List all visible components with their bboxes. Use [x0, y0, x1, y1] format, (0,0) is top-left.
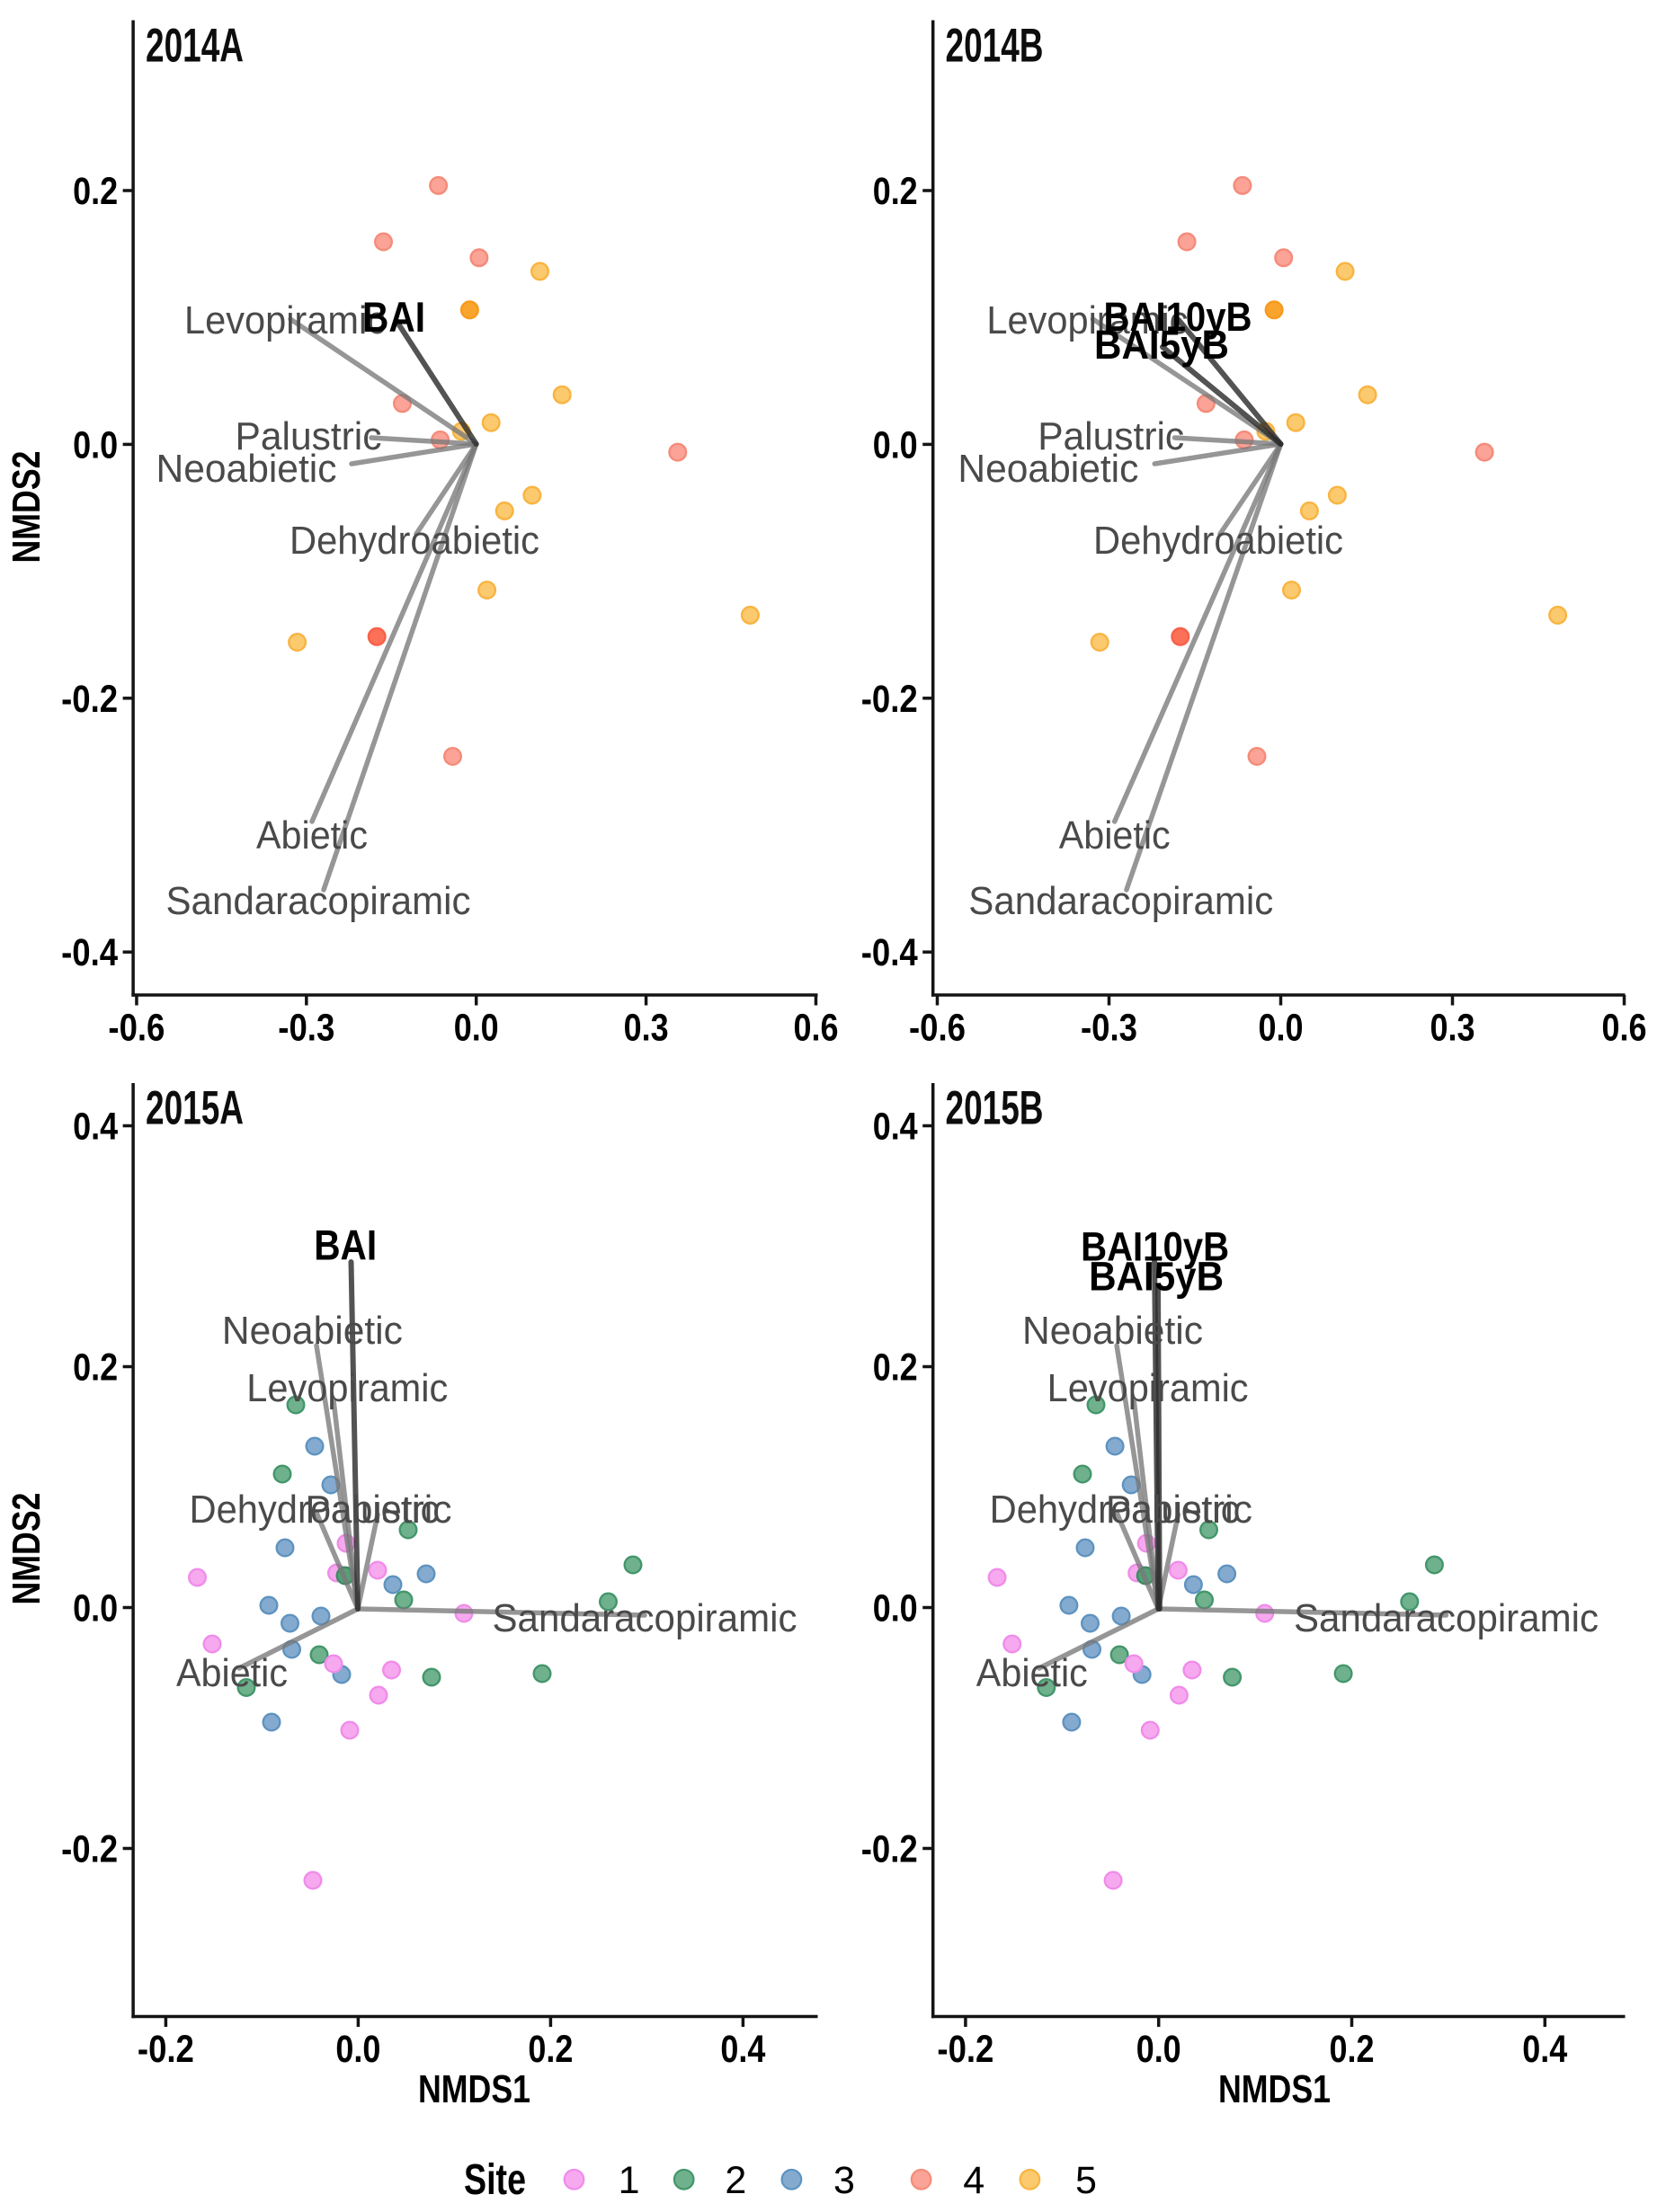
svg-text:NMDS2: NMDS2: [4, 451, 49, 564]
svg-text:-0.6: -0.6: [909, 1008, 966, 1050]
svg-text:Sandaracopiramic: Sandaracopiramic: [166, 879, 471, 923]
svg-text:Levopiramic: Levopiramic: [986, 298, 1188, 342]
svg-text:2015B: 2015B: [946, 1082, 1044, 1135]
svg-text:-0.2: -0.2: [861, 1829, 918, 1871]
svg-text:-0.2: -0.2: [861, 679, 918, 721]
svg-text:0.4: 0.4: [1522, 2029, 1567, 2071]
svg-text:BAI10yB: BAI10yB: [1081, 1224, 1229, 1270]
svg-text:0.0: 0.0: [1136, 2029, 1181, 2071]
svg-text:0.2: 0.2: [73, 1347, 118, 1390]
svg-text:BAI: BAI: [362, 293, 425, 341]
svg-text:Dehydroabietic: Dehydroabietic: [990, 1488, 1240, 1532]
svg-text:BAI10yB: BAI10yB: [1104, 294, 1252, 340]
svg-text:-0.4: -0.4: [861, 932, 918, 974]
svg-text:-0.3: -0.3: [278, 1008, 334, 1050]
svg-text:Sandaracopiramic: Sandaracopiramic: [1294, 1596, 1599, 1640]
svg-text:0.6: 0.6: [1602, 1008, 1647, 1050]
svg-text:0.2: 0.2: [873, 171, 918, 213]
svg-text:0.0: 0.0: [873, 1588, 918, 1630]
svg-text:-0.2: -0.2: [937, 2029, 993, 2071]
svg-text:5: 5: [1075, 2159, 1097, 2202]
svg-text:Neoabietic: Neoabietic: [222, 1309, 403, 1353]
svg-text:0.2: 0.2: [528, 2029, 573, 2071]
svg-text:Levopiramic: Levopiramic: [246, 1366, 448, 1410]
svg-text:Abietic: Abietic: [256, 813, 368, 857]
svg-text:0.2: 0.2: [73, 171, 118, 213]
svg-text:0.2: 0.2: [873, 1347, 918, 1390]
svg-text:Palustric: Palustric: [1038, 414, 1184, 458]
svg-text:1: 1: [619, 2159, 640, 2202]
svg-text:Neoabietic: Neoabietic: [958, 447, 1138, 491]
svg-text:0.3: 0.3: [1430, 1008, 1475, 1050]
svg-text:Abietic: Abietic: [1059, 813, 1171, 857]
svg-text:Sandaracopiramic: Sandaracopiramic: [968, 879, 1273, 923]
svg-text:0.0: 0.0: [1259, 1008, 1304, 1050]
svg-text:-0.6: -0.6: [108, 1008, 165, 1050]
svg-text:0.2: 0.2: [1330, 2029, 1375, 2071]
svg-text:Dehydroabietic: Dehydroabietic: [190, 1488, 440, 1532]
svg-text:Sandaracopiramic: Sandaracopiramic: [493, 1596, 797, 1640]
svg-text:Abietic: Abietic: [976, 1651, 1088, 1695]
svg-text:2015A: 2015A: [146, 1082, 244, 1135]
svg-text:BAI5yB: BAI5yB: [1089, 1253, 1224, 1299]
svg-text:Neoabietic: Neoabietic: [1022, 1309, 1203, 1353]
svg-text:0.0: 0.0: [73, 1588, 118, 1630]
svg-text:0.0: 0.0: [873, 424, 918, 466]
svg-text:Abietic: Abietic: [176, 1651, 288, 1695]
svg-text:Levopiramic: Levopiramic: [184, 298, 386, 342]
svg-text:4: 4: [963, 2159, 984, 2202]
svg-text:-0.2: -0.2: [61, 679, 118, 721]
svg-text:0.0: 0.0: [454, 1008, 499, 1050]
svg-text:Palustric: Palustric: [236, 414, 382, 458]
svg-text:BAI: BAI: [314, 1221, 377, 1269]
svg-text:0.6: 0.6: [794, 1008, 839, 1050]
svg-text:Neoabietic: Neoabietic: [156, 447, 337, 491]
svg-text:0.0: 0.0: [73, 424, 118, 466]
svg-text:BAI5yB: BAI5yB: [1094, 322, 1229, 368]
svg-text:Dehydroabietic: Dehydroabietic: [1093, 519, 1343, 563]
svg-text:-0.2: -0.2: [138, 2029, 194, 2071]
svg-text:-0.3: -0.3: [1081, 1008, 1137, 1050]
svg-text:Site: Site: [464, 2156, 526, 2204]
svg-text:0.3: 0.3: [624, 1008, 669, 1050]
svg-text:2: 2: [725, 2159, 746, 2202]
svg-text:NMDS1: NMDS1: [418, 2067, 530, 2111]
svg-text:NMDS2: NMDS2: [4, 1493, 49, 1605]
svg-text:0.4: 0.4: [720, 2029, 765, 2071]
svg-text:NMDS1: NMDS1: [1218, 2067, 1331, 2111]
svg-text:Palustric: Palustric: [1106, 1488, 1252, 1532]
svg-text:0.0: 0.0: [335, 2029, 380, 2071]
svg-text:0.4: 0.4: [73, 1106, 118, 1149]
svg-text:3: 3: [833, 2159, 855, 2202]
svg-text:Dehydroabietic: Dehydroabietic: [290, 519, 539, 563]
svg-text:-0.4: -0.4: [61, 932, 118, 974]
svg-text:0.4: 0.4: [873, 1106, 918, 1149]
svg-text:Palustric: Palustric: [306, 1488, 452, 1532]
svg-text:2014B: 2014B: [946, 20, 1044, 73]
svg-text:Levopiramic: Levopiramic: [1047, 1366, 1249, 1410]
svg-text:2014A: 2014A: [146, 20, 244, 73]
svg-text:-0.2: -0.2: [61, 1829, 118, 1871]
